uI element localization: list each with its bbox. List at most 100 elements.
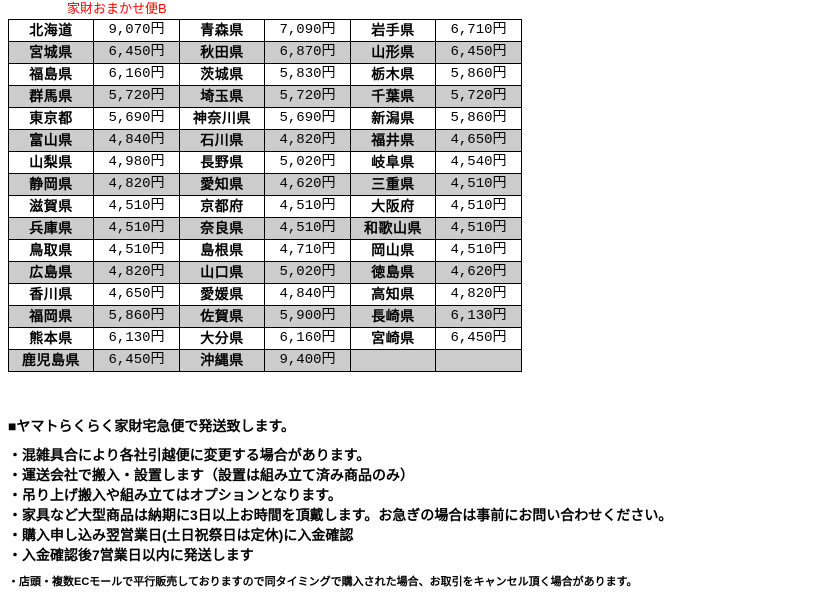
table-row: 静岡県 4,820円 愛知県 4,620円 三重県 4,510円 [8, 173, 522, 196]
prefecture-name-cell: 神奈川県 [179, 107, 265, 130]
shipping-fee-table-container: 北海道 9,070円 青森県 7,090円 岩手県 6,710円 宮城県 6,450円 秋田県 6… [8, 19, 522, 372]
prefecture-name-cell: 三重県 [350, 173, 436, 196]
prefecture-name-cell: 香川県 [8, 283, 94, 306]
prefecture-name-cell: 山梨県 [8, 151, 94, 174]
note-item: ・家具など大型商品は納期に3日以上お時間を頂戴します。お急ぎの場合は事前にお問い… [8, 507, 673, 523]
shipping-fee-cell: 6,160円 [93, 63, 180, 86]
shipping-fee-cell: 4,540円 [435, 151, 522, 174]
shipping-fee-cell: 5,020円 [264, 151, 351, 174]
shipping-fee-cell: 6,450円 [435, 41, 522, 64]
shipping-fee-cell: 5,900円 [264, 305, 351, 328]
empty-cell [435, 349, 522, 372]
table-row: 兵庫県 4,510円 奈良県 4,510円 和歌山県 4,510円 [8, 217, 522, 240]
table-row: 滋賀県 4,510円 京都府 4,510円 大阪府 4,510円 [8, 195, 522, 218]
shipping-fee-cell: 4,510円 [435, 173, 522, 196]
shipping-fee-cell: 4,650円 [435, 129, 522, 152]
note-item: ・混雑具合により各社引越便に変更する場合があります。 [8, 447, 371, 463]
prefecture-name-cell: 高知県 [350, 283, 436, 306]
table-row: 山梨県 4,980円 長野県 5,020円 岐阜県 4,540円 [8, 151, 522, 174]
prefecture-name-cell: 東京都 [8, 107, 94, 130]
prefecture-name-cell: 愛媛県 [179, 283, 265, 306]
shipping-fee-cell: 6,130円 [93, 327, 180, 350]
prefecture-name-cell: 島根県 [179, 239, 265, 262]
shipping-fee-cell: 4,840円 [93, 129, 180, 152]
prefecture-name-cell: 秋田県 [179, 41, 265, 64]
prefecture-name-cell: 鹿児島県 [8, 349, 94, 372]
prefecture-name-cell: 茨城県 [179, 63, 265, 86]
prefecture-name-cell: 福岡県 [8, 305, 94, 328]
prefecture-name-cell: 青森県 [179, 19, 265, 42]
shipping-fee-cell: 5,720円 [264, 85, 351, 108]
prefecture-name-cell: 滋賀県 [8, 195, 94, 218]
shipping-fee-cell: 4,620円 [264, 173, 351, 196]
shipping-fee-cell: 9,400円 [264, 349, 351, 372]
prefecture-name-cell: 富山県 [8, 129, 94, 152]
prefecture-name-cell: 石川県 [179, 129, 265, 152]
prefecture-name-cell: 栃木県 [350, 63, 436, 86]
shipping-fee-cell: 6,450円 [93, 41, 180, 64]
shipping-fee-cell: 5,860円 [435, 63, 522, 86]
shipping-fee-cell: 5,830円 [264, 63, 351, 86]
shipping-fee-cell: 6,450円 [93, 349, 180, 372]
table-row: 香川県 4,650円 愛媛県 4,840円 高知県 4,820円 [8, 283, 522, 306]
shipping-fee-cell: 4,650円 [93, 283, 180, 306]
prefecture-name-cell: 宮城県 [8, 41, 94, 64]
notes-list: ・混雑具合により各社引越便に変更する場合があります。・運送会社で搬入・設置します… [8, 445, 814, 565]
shipping-fee-cell: 4,510円 [93, 239, 180, 262]
table-row: 鳥取県 4,510円 島根県 4,710円 岡山県 4,510円 [8, 239, 522, 262]
shipping-fee-cell: 4,510円 [264, 217, 351, 240]
page-title: 家財おまかせ便B [67, 1, 167, 16]
prefecture-name-cell: 沖縄県 [179, 349, 265, 372]
prefecture-name-cell: 新潟県 [350, 107, 436, 130]
shipping-fee-cell: 4,980円 [93, 151, 180, 174]
prefecture-name-cell: 広島県 [8, 261, 94, 284]
shipping-fee-cell: 6,450円 [435, 327, 522, 350]
shipping-fee-cell: 6,710円 [435, 19, 522, 42]
prefecture-name-cell: 熊本県 [8, 327, 94, 350]
shipping-fee-cell: 4,710円 [264, 239, 351, 262]
prefecture-name-cell: 埼玉県 [179, 85, 265, 108]
shipping-fee-cell: 5,690円 [264, 107, 351, 130]
note-item: ・運送会社で搬入・設置します（設置は組み立て済み商品のみ） [8, 467, 414, 483]
prefecture-name-cell: 佐賀県 [179, 305, 265, 328]
prefecture-name-cell: 兵庫県 [8, 217, 94, 240]
table-row: 鹿児島県 6,450円 沖縄県 9,400円 [8, 349, 522, 372]
empty-cell [350, 349, 436, 372]
shipping-fee-cell: 5,720円 [93, 85, 180, 108]
shipping-fee-cell: 5,690円 [93, 107, 180, 130]
shipping-fee-cell: 5,720円 [435, 85, 522, 108]
prefecture-name-cell: 福島県 [8, 63, 94, 86]
table-row: 北海道 9,070円 青森県 7,090円 岩手県 6,710円 [8, 19, 522, 42]
shipping-fee-cell: 6,160円 [264, 327, 351, 350]
shipping-fee-cell: 5,860円 [435, 107, 522, 130]
table-row: 福岡県 5,860円 佐賀県 5,900円 長崎県 6,130円 [8, 305, 522, 328]
prefecture-name-cell: 宮崎県 [350, 327, 436, 350]
table-row: 福島県 6,160円 茨城県 5,830円 栃木県 5,860円 [8, 63, 522, 86]
shipping-notes: ■ヤマトらくらく家財宅急便で発送致します。 ・混雑具合により各社引越便に変更する… [8, 416, 814, 590]
prefecture-name-cell: 福井県 [350, 129, 436, 152]
table-row: 広島県 4,820円 山口県 5,020円 徳島県 4,620円 [8, 261, 522, 284]
notes-heading: ■ヤマトらくらく家財宅急便で発送致します。 [8, 418, 296, 434]
table-row: 富山県 4,840円 石川県 4,820円 福井県 4,650円 [8, 129, 522, 152]
shipping-fee-cell: 4,510円 [93, 195, 180, 218]
prefecture-name-cell: 京都府 [179, 195, 265, 218]
shipping-fee-cell: 4,510円 [435, 239, 522, 262]
shipping-fee-cell: 4,510円 [93, 217, 180, 240]
note-item: ・購入申し込み翌営業日(土日祝祭日は定休)に入金確認 [8, 527, 354, 543]
notes-fine-print: ・店頭・複数ECモールで平行販売しておりますので同タイミングで購入された場合、お… [8, 576, 638, 588]
shipping-fee-cell: 4,820円 [264, 129, 351, 152]
prefecture-name-cell: 大分県 [179, 327, 265, 350]
prefecture-name-cell: 山形県 [350, 41, 436, 64]
shipping-fee-cell: 4,620円 [435, 261, 522, 284]
prefecture-name-cell: 北海道 [8, 19, 94, 42]
prefecture-name-cell: 徳島県 [350, 261, 436, 284]
prefecture-name-cell: 岐阜県 [350, 151, 436, 174]
shipping-fee-cell: 5,020円 [264, 261, 351, 284]
prefecture-name-cell: 鳥取県 [8, 239, 94, 262]
shipping-fee-cell: 9,070円 [93, 19, 180, 42]
shipping-fee-cell: 4,840円 [264, 283, 351, 306]
prefecture-name-cell: 大阪府 [350, 195, 436, 218]
note-item: ・吊り上げ搬入や組み立てはオプションとなります。 [8, 487, 342, 503]
prefecture-name-cell: 和歌山県 [350, 217, 436, 240]
shipping-fee-cell: 4,510円 [435, 217, 522, 240]
